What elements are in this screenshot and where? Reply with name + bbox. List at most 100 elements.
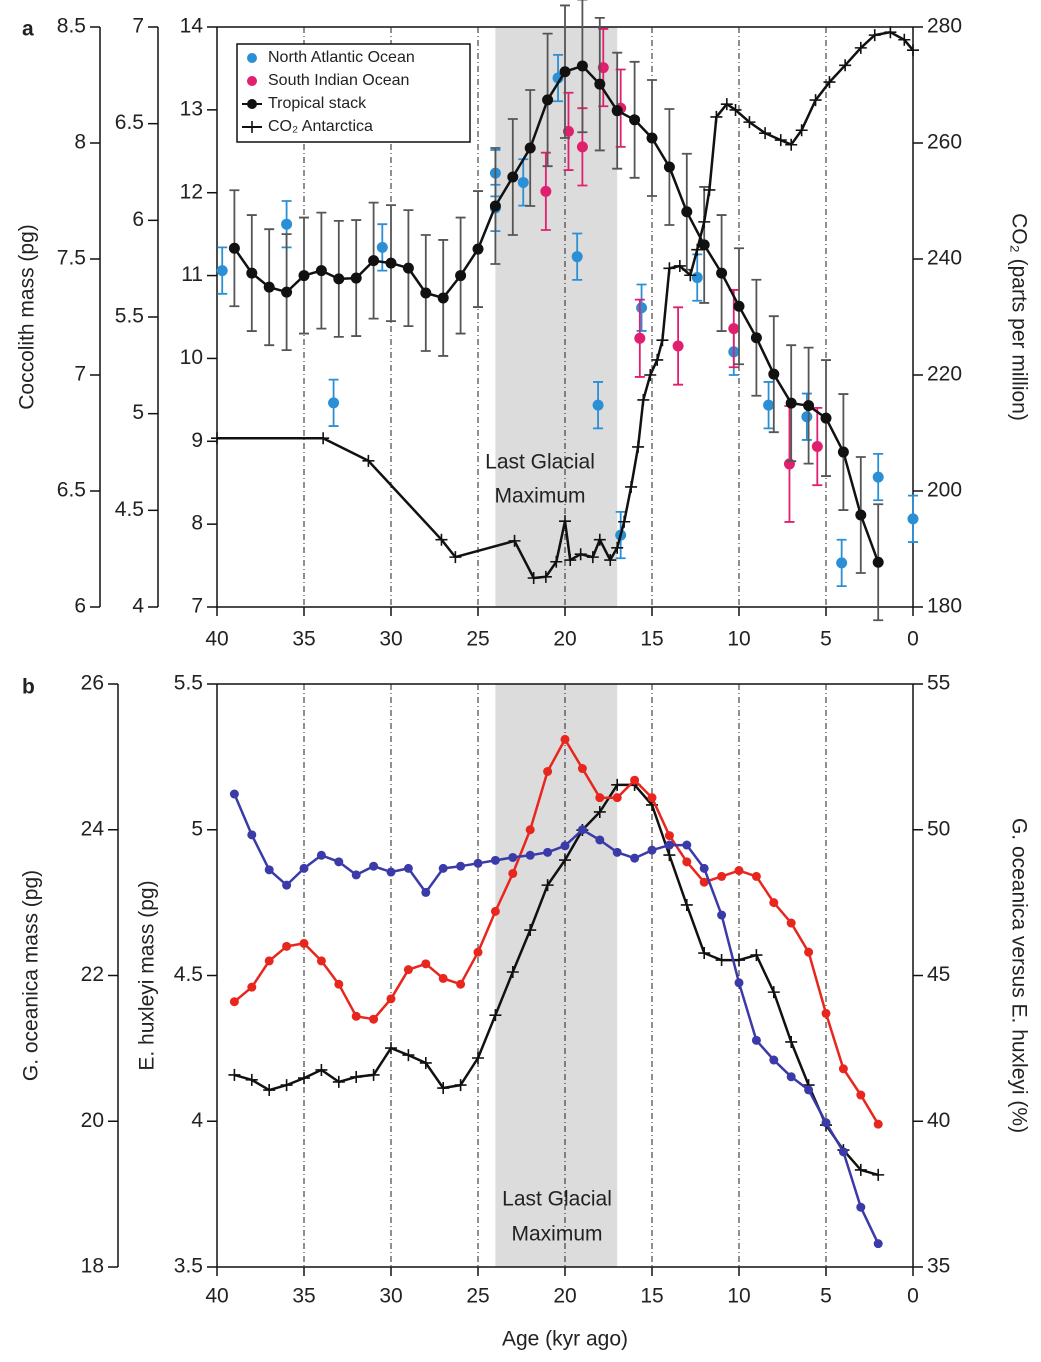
y2-axis-title: G. oceanica versus E. huxleyi (%) — [1007, 818, 1030, 1133]
y4-tick-label: 6.5 — [115, 111, 144, 134]
point — [490, 855, 500, 865]
point — [595, 793, 605, 803]
point — [684, 269, 697, 282]
point — [281, 286, 293, 298]
y2-tick-label: 280 — [927, 15, 962, 38]
point — [264, 865, 274, 875]
point — [768, 368, 780, 380]
point — [644, 369, 657, 381]
x-tick-label: 5 — [820, 1285, 832, 1308]
y-tick-label: 4 — [191, 1109, 203, 1132]
point — [333, 273, 345, 285]
point — [907, 44, 919, 57]
point — [421, 959, 431, 969]
y4-tick-label: 4.5 — [115, 498, 144, 521]
y-tick-label: 3.5 — [174, 1255, 203, 1278]
point — [246, 267, 258, 279]
point — [550, 555, 563, 568]
point — [734, 866, 744, 876]
y-tick-label: 14 — [180, 15, 204, 38]
point — [795, 124, 808, 137]
legend-label: South Indian Ocean — [268, 72, 409, 89]
point — [720, 98, 733, 111]
point — [560, 734, 570, 744]
point — [611, 541, 624, 554]
point — [489, 200, 501, 212]
point — [245, 1073, 258, 1086]
y2-tick-label: 180 — [927, 595, 962, 618]
point — [811, 441, 823, 453]
point — [716, 267, 728, 279]
point — [247, 982, 257, 992]
point — [715, 954, 728, 967]
point — [421, 887, 431, 897]
point — [473, 947, 483, 957]
y3-tick-label: 8.5 — [57, 15, 86, 38]
point — [804, 947, 814, 957]
point — [449, 551, 462, 564]
y3-tick-label: 24 — [81, 817, 105, 840]
series — [228, 778, 885, 1181]
point — [332, 1075, 345, 1088]
point — [517, 176, 529, 188]
point — [282, 880, 292, 890]
point — [403, 863, 413, 873]
point — [456, 979, 466, 989]
point — [564, 554, 577, 567]
x-tick-label: 25 — [466, 628, 489, 651]
point — [663, 849, 676, 862]
point — [472, 243, 484, 255]
point — [682, 857, 692, 867]
point — [681, 206, 693, 218]
point — [594, 78, 606, 90]
point — [629, 114, 641, 126]
annotation: Last Glacial — [502, 1188, 612, 1211]
point — [508, 534, 521, 547]
point — [539, 570, 552, 583]
x-tick-label: 15 — [640, 628, 663, 651]
y2-tick-label: 240 — [927, 247, 962, 270]
point — [625, 480, 638, 493]
point — [809, 94, 822, 107]
point — [786, 1072, 796, 1082]
y2-tick-label: 55 — [927, 672, 950, 695]
point — [592, 399, 604, 411]
point — [367, 1068, 380, 1081]
point — [571, 251, 583, 263]
x-tick-label: 35 — [292, 628, 315, 651]
point — [656, 334, 669, 347]
point — [576, 60, 588, 72]
legend-marker — [247, 76, 257, 86]
y2-tick-label: 200 — [927, 479, 962, 502]
point — [699, 877, 709, 887]
point — [542, 94, 554, 106]
x-tick-label: 25 — [466, 1285, 489, 1308]
point — [228, 1068, 241, 1081]
annotation: Last Glacial — [485, 451, 595, 474]
point — [734, 978, 744, 988]
point — [691, 272, 703, 284]
point — [559, 515, 571, 528]
point — [872, 1168, 885, 1181]
point — [298, 1072, 310, 1085]
annotation: Maximum — [494, 485, 585, 508]
point — [577, 764, 587, 774]
point — [282, 941, 292, 951]
point — [618, 515, 631, 528]
x-tick-label: 40 — [205, 628, 228, 651]
point — [574, 548, 587, 561]
point — [362, 454, 375, 467]
series — [211, 26, 919, 584]
series-line — [234, 783, 879, 1177]
y3-axis-title: G. oceanica mass (pg) — [20, 870, 43, 1081]
point — [385, 257, 397, 269]
y2-tick-label: 45 — [927, 963, 950, 986]
point — [801, 411, 813, 423]
y-tick-label: 8 — [191, 512, 203, 535]
x-tick-label: 40 — [205, 1285, 228, 1308]
point — [785, 397, 797, 409]
y3-tick-label: 6 — [74, 595, 86, 618]
point — [630, 775, 640, 785]
point — [611, 105, 623, 117]
x-tick-label: 20 — [553, 628, 576, 651]
